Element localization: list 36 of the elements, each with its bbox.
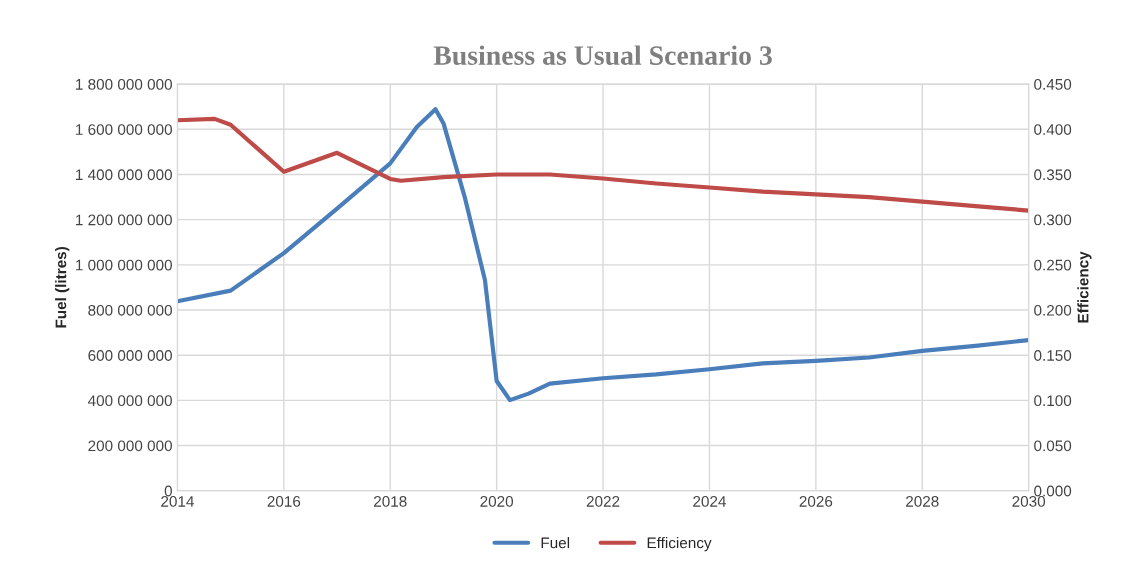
- y-tick-label: 600 000 000: [88, 350, 172, 361]
- y2-tick-label: 0.300: [1034, 214, 1072, 226]
- y-tick-label: 1 200 000 000: [76, 214, 172, 226]
- y2-tick-label: 0.350: [1034, 169, 1072, 181]
- x-tick-label: 2016: [267, 496, 301, 507]
- x-tick-label: 2018: [374, 496, 407, 507]
- x-tick-label: 2014: [161, 496, 194, 507]
- y-tick-label: 1 800 000 000: [76, 78, 172, 90]
- line-series: [177, 116, 1029, 213]
- y-tick-label: 1 000 000 000: [76, 259, 172, 271]
- y2-axis-title: Efficiency: [1077, 251, 1092, 323]
- y2-tick-label: 0.400: [1034, 124, 1072, 135]
- x-tick-label: 2020: [480, 496, 514, 507]
- x-tick-label: 2030: [1012, 496, 1046, 507]
- x-tick-label: 2028: [906, 496, 939, 507]
- y2-tick-label: 0.050: [1034, 440, 1072, 452]
- y-axis-title: Fuel (litres): [55, 247, 70, 328]
- x-tick-label: 2024: [693, 496, 726, 507]
- y-tick-label: 800 000 000: [88, 304, 172, 316]
- x-tick-label: 2026: [799, 496, 833, 507]
- y-tick-label: 0: [164, 485, 172, 497]
- y2-tick-label: 0.150: [1034, 350, 1072, 361]
- y2-tick-label: 0.000: [1034, 485, 1072, 497]
- y-tick-label: 200 000 000: [88, 440, 172, 452]
- y2-tick-label: 0.450: [1034, 78, 1072, 90]
- y-tick-label: 1 600 000 000: [76, 124, 172, 135]
- y2-tick-label: 0.250: [1034, 259, 1072, 271]
- chart-title: Business as Usual Scenario 3: [433, 45, 772, 65]
- legend-label: Fuel: [541, 537, 570, 549]
- y2-tick-label: 0.100: [1034, 395, 1072, 407]
- legend-label: Efficiency: [647, 537, 712, 552]
- y-tick-label: 400 000 000: [87, 395, 172, 407]
- y-tick-label: 1 400 000 000: [76, 169, 172, 181]
- line-series: [177, 107, 1029, 403]
- y2-tick-label: 0.200: [1034, 304, 1072, 316]
- x-tick-label: 2022: [586, 496, 620, 507]
